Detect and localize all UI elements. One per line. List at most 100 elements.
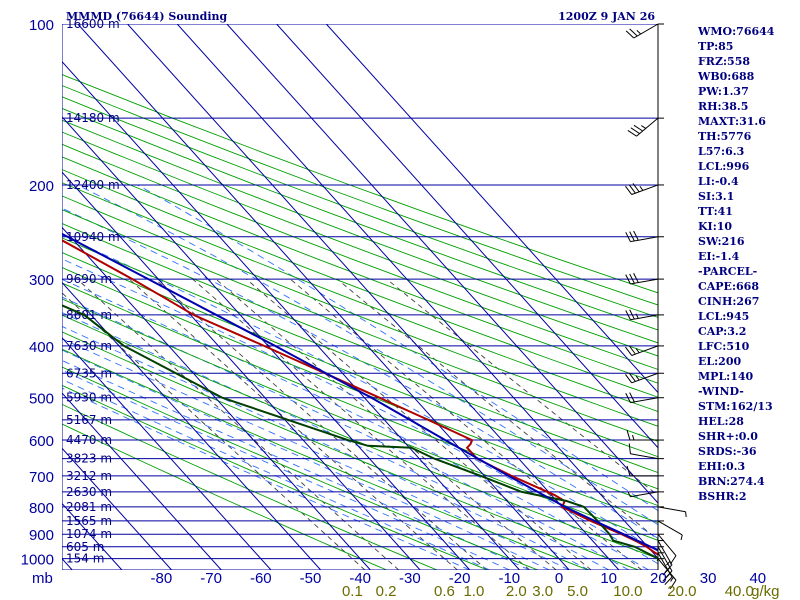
stat-entry: MAXT:31.6: [698, 115, 766, 128]
temperature-tick-label: -20: [449, 570, 471, 587]
mixing-ratio-label: 10.0: [613, 583, 642, 600]
dry-adiabat-line: [62, 384, 488, 570]
dry-adiabat-line: [62, 143, 658, 370]
temperature-tick-label: 40: [749, 570, 766, 587]
wind-barb: [626, 429, 658, 441]
height-label: 12400 m: [66, 178, 120, 192]
dry-adiabat-line: [62, 96, 658, 318]
isotherm-line: [62, 116, 471, 570]
pressure-tick-label: 200: [29, 178, 54, 195]
dry-adiabat-line: [62, 223, 658, 458]
stat-entry: TH:5776: [698, 130, 752, 143]
pressure-tick-label: 400: [29, 339, 54, 356]
isotherm-line: [77, 24, 570, 570]
height-label: 7630 m: [66, 339, 112, 353]
stat-entry: LCL:945: [698, 310, 750, 323]
dry-adiabat-line: [62, 85, 658, 306]
mixing-ratio-label: 3.0: [532, 583, 553, 600]
chart-time: 1200Z 9 JAN 26: [558, 10, 655, 23]
stat-entry: -PARCEL-: [698, 265, 758, 278]
moist-adiabat-line: [62, 278, 649, 570]
isotherm-line: [176, 24, 658, 559]
height-label: 16600 m: [66, 17, 120, 31]
wind-barb: [628, 443, 659, 460]
height-label: 5930 m: [66, 391, 112, 405]
isotherm-line: [62, 337, 272, 570]
temperature-tick-label: -80: [151, 570, 173, 587]
temperature-tick-label: 20: [650, 570, 667, 587]
stat-entry: BRN:274.4: [698, 475, 765, 488]
dry-adiabat-line: [62, 169, 658, 398]
stat-entry: CINH:267: [698, 295, 760, 308]
wind-barb: [657, 506, 687, 517]
isotherm-line: [127, 24, 620, 570]
wind-barb: [625, 230, 659, 243]
mixing-ratio-line: [386, 278, 658, 496]
temperature-tick-label: -70: [200, 570, 222, 587]
dry-adiabat-line: [62, 267, 658, 507]
wind-barb: [657, 540, 673, 573]
moist-adiabat-line: [62, 312, 610, 570]
stat-entry: HEL:28: [698, 415, 744, 428]
stat-entry: CAP:3.2: [698, 325, 747, 338]
mixing-ratio-line: [290, 278, 643, 570]
mixing-ratio-label: 0.1: [342, 583, 363, 600]
dry-adiabat-line: [62, 403, 438, 570]
isotherm-line: [226, 24, 658, 504]
mixing-ratio-label: 0.6: [434, 583, 455, 600]
stat-entry: LI:-0.4: [698, 175, 739, 188]
pressure-tick-label: 700: [29, 469, 54, 486]
stat-entry: KI:10: [698, 220, 733, 233]
chart-title: MMMD (76644) Sounding: [66, 10, 228, 23]
mixing-ratio-line: [76, 278, 400, 570]
stat-entry: BSHR:2: [698, 490, 747, 503]
dry-adiabat-line: [62, 423, 387, 570]
moist-adiabat-line: [137, 184, 658, 512]
stat-entry: SI:3.1: [698, 190, 735, 203]
mixing-ratio-label: 20.0: [667, 583, 696, 600]
temperature-tick-label: -10: [498, 570, 520, 587]
moist-adiabat-line: [62, 207, 658, 539]
moist-adiabat-line: [62, 338, 570, 570]
x-axis-unit-label: mb: [32, 570, 53, 587]
height-label: 14180 m: [66, 111, 120, 125]
wind-barb: [625, 345, 659, 356]
stat-entry: EL:200: [698, 355, 742, 368]
temperature-tick-label: -50: [300, 570, 322, 587]
sounding-indices-panel: WMO:76644 TP:85 FRZ:558 WB0:688 PW:1.37 RH:38…: [698, 24, 798, 504]
isotherm-line: [325, 24, 658, 394]
wind-barb: [657, 533, 677, 565]
stat-entry: CAPE:668: [698, 280, 759, 293]
dry-adiabat-line: [62, 182, 658, 412]
stat-entry: WMO:76644: [698, 25, 775, 38]
pressure-tick-label: 900: [29, 527, 54, 544]
temperature-tick-label: 10: [600, 570, 617, 587]
moist-adiabat-line: [62, 234, 658, 552]
stat-entry: PW:1.37: [698, 85, 749, 98]
height-label: 6735 m: [66, 366, 112, 380]
dry-adiabat-line: [62, 282, 658, 524]
pressure-tick-label: 100: [29, 17, 54, 34]
height-label: 5167 m: [66, 413, 112, 427]
temperature-tick-label: 0: [555, 570, 563, 587]
moist-adiabat-line: [62, 349, 550, 570]
height-label: 1074 m: [66, 527, 112, 541]
stat-entry: SHR+:0.0: [698, 430, 758, 443]
parcel-profile-line: [62, 232, 658, 552]
mixing-ratio-label: 2.0: [506, 583, 527, 600]
isotherm-line: [62, 281, 322, 570]
stat-entry: SW:216: [698, 235, 745, 248]
height-label: 3212 m: [66, 469, 112, 483]
mixing-ratio-label: 0.2: [376, 583, 397, 600]
dry-adiabat-line: [62, 119, 658, 344]
isotherm-line: [62, 447, 172, 570]
stat-entry: EHI:0.3: [698, 460, 746, 473]
wind-barb: [657, 520, 683, 541]
dry-adiabat-line: [62, 107, 658, 331]
stat-entry: STM:162/13: [698, 400, 773, 413]
mixing-ratio-label: 1.0: [463, 583, 484, 600]
isotherm-line: [62, 557, 73, 570]
height-label: 2081 m: [66, 500, 112, 514]
mixing-ratio-line: [192, 278, 530, 570]
